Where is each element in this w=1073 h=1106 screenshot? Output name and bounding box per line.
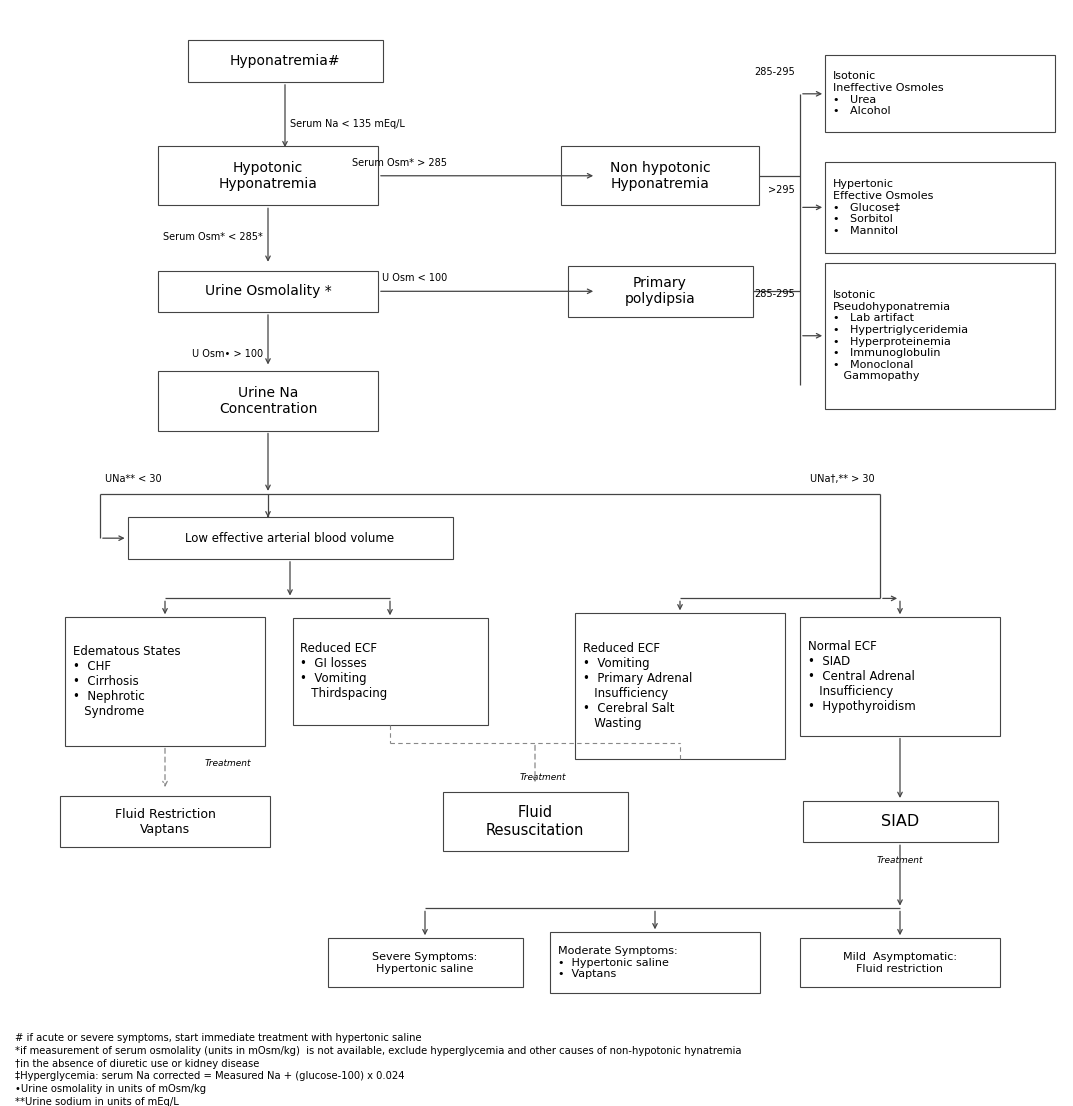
Text: Treatment: Treatment bbox=[877, 856, 923, 865]
Text: Mild  Asymptomatic:
Fluid restriction: Mild Asymptomatic: Fluid restriction bbox=[843, 952, 957, 973]
FancyBboxPatch shape bbox=[561, 146, 759, 206]
Text: # if acute or severe symptoms, start immediate treatment with hypertonic saline: # if acute or severe symptoms, start imm… bbox=[15, 1033, 422, 1043]
FancyBboxPatch shape bbox=[65, 617, 265, 745]
Text: Fluid Restriction
Vaptans: Fluid Restriction Vaptans bbox=[115, 807, 216, 835]
Text: Isotonic
Ineffective Osmoles
•   Urea
•   Alcohol: Isotonic Ineffective Osmoles • Urea • Al… bbox=[833, 72, 943, 116]
Text: U Osm• > 100: U Osm• > 100 bbox=[192, 348, 263, 358]
FancyBboxPatch shape bbox=[825, 262, 1055, 409]
Text: Serum Osm* < 285*: Serum Osm* < 285* bbox=[163, 232, 263, 242]
FancyBboxPatch shape bbox=[803, 801, 998, 843]
Text: Fluid
Resuscitation: Fluid Resuscitation bbox=[486, 805, 584, 837]
FancyBboxPatch shape bbox=[568, 265, 752, 317]
Text: ‡Hyperglycemia: serum Na corrected = Measured Na + (glucose-100) x 0.024: ‡Hyperglycemia: serum Na corrected = Mea… bbox=[15, 1072, 405, 1082]
Text: 285-295: 285-295 bbox=[754, 290, 795, 300]
Text: Normal ECF
•  SIAD
•  Central Adrenal
   Insufficiency
•  Hypothyroidism: Normal ECF • SIAD • Central Adrenal Insu… bbox=[808, 640, 915, 713]
Text: Hypotonic
Hyponatremia: Hypotonic Hyponatremia bbox=[219, 160, 318, 191]
FancyBboxPatch shape bbox=[825, 55, 1055, 133]
Text: Serum Na < 135 mEq/L: Serum Na < 135 mEq/L bbox=[290, 119, 405, 129]
Text: Moderate Symptoms:
•  Hypertonic saline
•  Vaptans: Moderate Symptoms: • Hypertonic saline •… bbox=[558, 947, 678, 980]
FancyBboxPatch shape bbox=[825, 161, 1055, 253]
Text: Primary
polydipsia: Primary polydipsia bbox=[624, 276, 695, 306]
FancyBboxPatch shape bbox=[158, 271, 378, 312]
Text: UNa†,** > 30: UNa†,** > 30 bbox=[810, 473, 874, 483]
Text: Severe Symptoms:
Hypertonic saline: Severe Symptoms: Hypertonic saline bbox=[372, 952, 477, 973]
Text: •Urine osmolality in units of mOsm/kg: •Urine osmolality in units of mOsm/kg bbox=[15, 1084, 206, 1094]
Text: Low effective arterial blood volume: Low effective arterial blood volume bbox=[186, 532, 395, 544]
Text: **Urine sodium in units of mEq/L: **Urine sodium in units of mEq/L bbox=[15, 1097, 179, 1106]
Text: Hypertonic
Effective Osmoles
•   Glucose‡
•   Sorbitol
•   Mannitol: Hypertonic Effective Osmoles • Glucose‡ … bbox=[833, 179, 934, 236]
Text: 285-295: 285-295 bbox=[754, 67, 795, 77]
FancyBboxPatch shape bbox=[800, 938, 1000, 988]
FancyBboxPatch shape bbox=[550, 932, 760, 993]
Text: Serum Osm* > 285: Serum Osm* > 285 bbox=[353, 158, 447, 168]
Text: Non hypotonic
Hyponatremia: Non hypotonic Hyponatremia bbox=[609, 160, 710, 191]
Text: >295: >295 bbox=[768, 185, 795, 195]
FancyBboxPatch shape bbox=[188, 41, 382, 82]
Text: SIAD: SIAD bbox=[881, 814, 920, 830]
FancyBboxPatch shape bbox=[575, 613, 785, 760]
FancyBboxPatch shape bbox=[128, 518, 453, 559]
Text: Reduced ECF
•  GI losses
•  Vomiting
   Thirdspacing: Reduced ECF • GI losses • Vomiting Third… bbox=[300, 643, 387, 700]
FancyBboxPatch shape bbox=[800, 617, 1000, 735]
Text: Treatment: Treatment bbox=[520, 773, 567, 782]
Text: †in the absence of diuretic use or kidney disease: †in the absence of diuretic use or kidne… bbox=[15, 1058, 260, 1068]
FancyBboxPatch shape bbox=[60, 796, 270, 847]
FancyBboxPatch shape bbox=[442, 792, 628, 852]
Text: Urine Osmolality *: Urine Osmolality * bbox=[205, 284, 332, 299]
Text: Treatment: Treatment bbox=[205, 759, 251, 768]
FancyBboxPatch shape bbox=[293, 618, 487, 724]
Text: UNa** < 30: UNa** < 30 bbox=[105, 473, 162, 483]
Text: *if measurement of serum osmolality (units in mOsm/kg)  is not available, exclud: *if measurement of serum osmolality (uni… bbox=[15, 1046, 741, 1056]
Text: Isotonic
Pseudohyponatremia
•   Lab artifact
•   Hypertriglyceridemia
•   Hyperp: Isotonic Pseudohyponatremia • Lab artifa… bbox=[833, 290, 968, 382]
Text: Reduced ECF
•  Vomiting
•  Primary Adrenal
   Insufficiency
•  Cerebral Salt
   : Reduced ECF • Vomiting • Primary Adrenal… bbox=[583, 643, 692, 730]
Text: Hyponatremia#: Hyponatremia# bbox=[230, 54, 340, 69]
FancyBboxPatch shape bbox=[158, 146, 378, 206]
Text: Urine Na
Concentration: Urine Na Concentration bbox=[219, 386, 318, 416]
Text: Edematous States
•  CHF
•  Cirrhosis
•  Nephrotic
   Syndrome: Edematous States • CHF • Cirrhosis • Nep… bbox=[73, 645, 180, 718]
Text: U Osm < 100: U Osm < 100 bbox=[382, 273, 447, 283]
FancyBboxPatch shape bbox=[327, 938, 523, 988]
FancyBboxPatch shape bbox=[158, 372, 378, 430]
